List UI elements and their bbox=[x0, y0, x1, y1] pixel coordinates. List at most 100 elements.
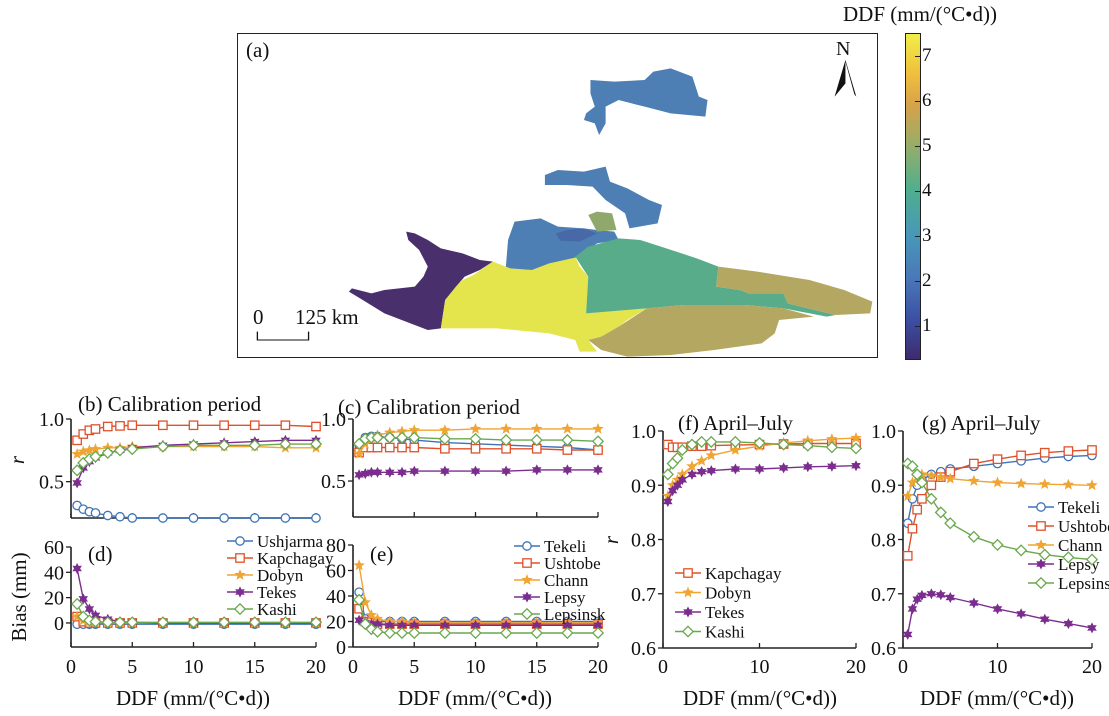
data-point bbox=[561, 433, 574, 447]
data-point bbox=[102, 421, 113, 432]
data-point bbox=[1036, 502, 1046, 512]
x-tick-label: 10 bbox=[988, 656, 1008, 678]
legend-label: Ushtobe bbox=[1058, 517, 1109, 536]
data-point bbox=[385, 619, 395, 631]
data-point bbox=[372, 618, 383, 630]
data-point bbox=[1062, 478, 1075, 490]
series-kashi bbox=[71, 437, 323, 477]
legend-item: Lepsy bbox=[514, 588, 586, 607]
data-point bbox=[777, 438, 790, 451]
data-point bbox=[801, 439, 814, 452]
data-point bbox=[249, 513, 260, 523]
series-lepsinsk bbox=[353, 593, 605, 640]
data-point bbox=[366, 466, 377, 478]
data-point bbox=[753, 436, 766, 450]
data-point bbox=[78, 593, 88, 605]
legend-item: Dobyn bbox=[227, 566, 304, 585]
data-point bbox=[685, 438, 699, 451]
data-point bbox=[470, 619, 481, 631]
data-point bbox=[309, 616, 323, 629]
x-tick-label: 0 bbox=[66, 656, 76, 678]
data-point bbox=[530, 433, 543, 447]
data-point bbox=[235, 553, 245, 563]
data-point bbox=[967, 530, 980, 543]
map-panel-label: (a) bbox=[246, 38, 270, 62]
legend-item: Chann bbox=[1028, 536, 1103, 555]
data-point bbox=[992, 454, 1003, 465]
panel-b: 0.5 1.0 (b) Calibration period r bbox=[5, 392, 323, 523]
data-point bbox=[1062, 551, 1075, 564]
data-point bbox=[408, 626, 421, 640]
series-kashi bbox=[661, 435, 863, 481]
x-tick-label: 5 bbox=[409, 656, 419, 678]
legend-item: Tekeli bbox=[514, 537, 587, 556]
data-point bbox=[409, 465, 419, 477]
legend-item: Kashi bbox=[675, 623, 745, 642]
data-point bbox=[591, 626, 605, 640]
data-point bbox=[409, 619, 419, 631]
data-point bbox=[156, 616, 169, 629]
y-tick-label: 0.7 bbox=[631, 584, 656, 606]
legend-item: Chann bbox=[514, 571, 589, 590]
data-point bbox=[77, 445, 89, 457]
y-tick-label: 1.0 bbox=[321, 409, 346, 431]
data-point bbox=[522, 541, 532, 551]
x-tick-label: 10 bbox=[184, 656, 204, 678]
data-point bbox=[371, 431, 384, 444]
colorbar-tick bbox=[915, 326, 920, 328]
data-point bbox=[127, 420, 138, 431]
data-point bbox=[911, 468, 924, 481]
colorbar-tick-label: 3 bbox=[922, 225, 932, 247]
region-dark-blue bbox=[555, 228, 597, 242]
y-tick-label: 0.5 bbox=[39, 472, 64, 494]
data-point bbox=[280, 420, 291, 431]
data-point bbox=[102, 510, 113, 521]
data-point bbox=[235, 586, 245, 598]
data-point bbox=[672, 479, 683, 491]
colorbar-tick bbox=[915, 55, 920, 57]
data-point bbox=[84, 603, 95, 615]
x-tick-label: 10 bbox=[466, 656, 486, 678]
x-axis-label: DDF (mm/(°C•d)) bbox=[398, 686, 552, 710]
legend-label: Lepsy bbox=[544, 588, 586, 607]
data-point bbox=[469, 422, 482, 434]
legend-label: Tekes bbox=[705, 603, 744, 622]
series-lepsinsk bbox=[353, 431, 605, 450]
data-point bbox=[706, 465, 716, 477]
data-point bbox=[219, 420, 229, 431]
data-point bbox=[992, 603, 1003, 615]
y-tick-label: 1.0 bbox=[631, 421, 656, 443]
x-tick-label: 15 bbox=[245, 656, 265, 678]
data-point bbox=[1035, 539, 1047, 550]
colorbar-tick bbox=[915, 236, 920, 238]
data-point bbox=[925, 492, 938, 505]
data-point bbox=[127, 513, 138, 523]
data-point bbox=[925, 469, 938, 481]
data-point bbox=[696, 466, 707, 478]
data-point bbox=[562, 619, 573, 631]
region-blue-middle bbox=[544, 166, 662, 229]
series-lepsinsk bbox=[901, 457, 1099, 566]
legend-label: Lepsinsk bbox=[544, 605, 606, 624]
data-point bbox=[158, 513, 168, 523]
legend-item: Tekes bbox=[227, 583, 296, 602]
legend-item: Ushjarma bbox=[227, 532, 324, 551]
region-olive-south bbox=[588, 305, 814, 357]
y-tick-label: 40 bbox=[326, 586, 346, 608]
data-point bbox=[561, 422, 574, 434]
scale-distance-label: 125 km bbox=[295, 305, 359, 329]
panel-c: 0.5 1.0(c) Calibration period bbox=[321, 395, 605, 518]
data-point bbox=[1015, 477, 1027, 489]
data-point bbox=[353, 447, 365, 459]
y-tick-label: 1.0 bbox=[871, 421, 896, 443]
data-point bbox=[683, 568, 693, 578]
data-point bbox=[1036, 521, 1046, 531]
legend-item: Kashi bbox=[227, 600, 297, 619]
y-tick-label: 80 bbox=[326, 535, 346, 557]
panel-title: (f) April–July bbox=[678, 411, 793, 435]
data-point bbox=[531, 422, 543, 434]
data-point bbox=[666, 479, 679, 491]
y-tick-label: 0.5 bbox=[321, 471, 346, 493]
map-frame bbox=[237, 33, 878, 358]
